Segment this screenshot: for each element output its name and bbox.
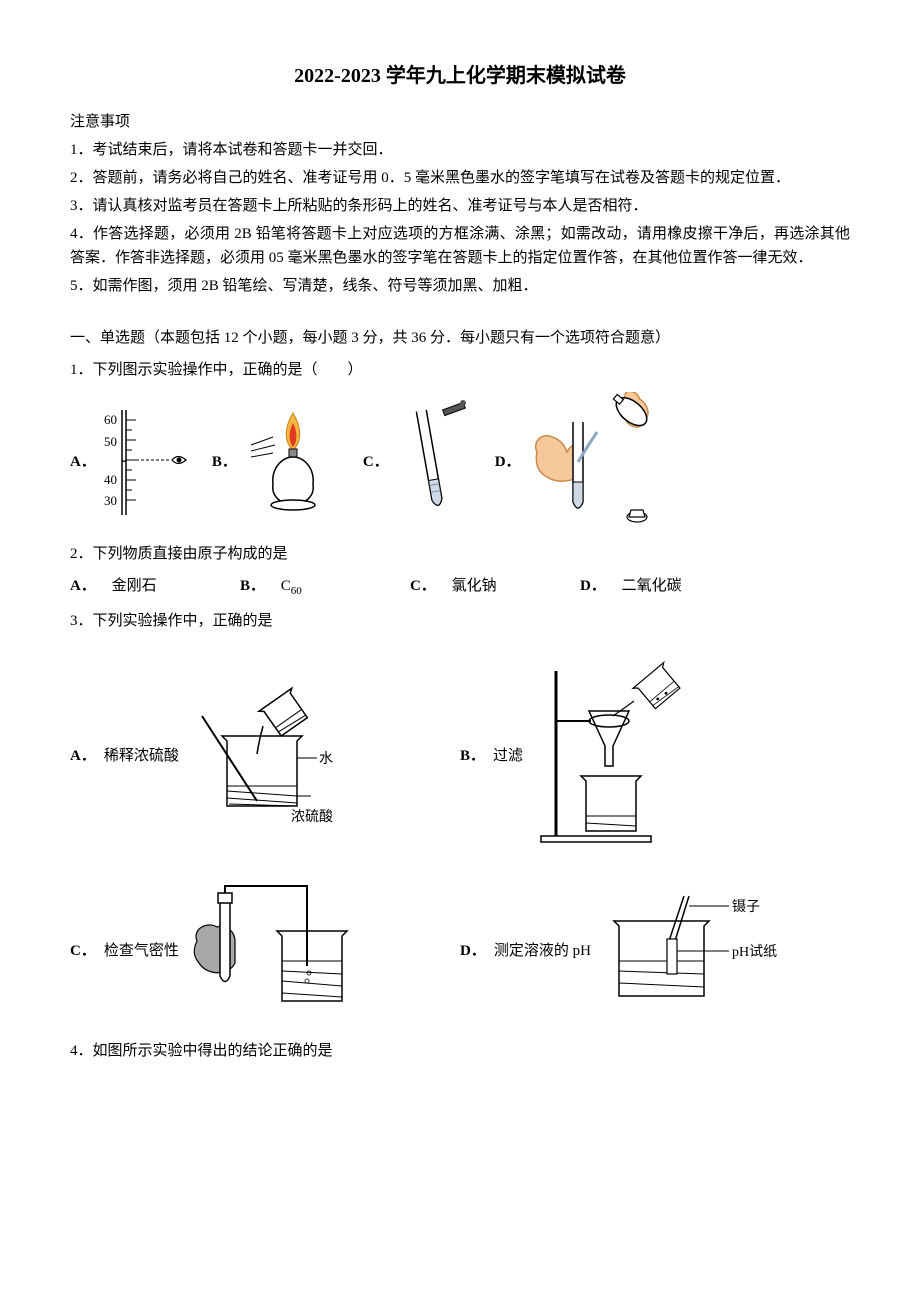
q1-option-b: B． (212, 405, 343, 520)
scale-60: 60 (104, 412, 117, 427)
q3-option-c: C． 检查气密性 (70, 881, 460, 1021)
instruction-4: 4．作答选择题，必须用 2B 铅笔将答题卡上对应选项的方框涂满、涂黑；如需改动，… (70, 222, 850, 270)
q3-opt-d-text: 测定溶液的 pH (494, 939, 591, 963)
q2-opt-a-label: A． (70, 578, 96, 594)
q1-option-d: D． (495, 392, 667, 532)
q3-diagram-b (531, 661, 701, 851)
q3-stem: 3．下列实验操作中，正确的是 (70, 609, 850, 633)
q3-opt-d-label: D． (460, 939, 486, 963)
q3-opt-b-text: 过滤 (493, 744, 523, 768)
q2-option-b: B． C60 (240, 574, 410, 601)
q2-opt-b-text: C60 (281, 578, 302, 594)
q1-option-c: C． (363, 400, 475, 525)
q3-diagram-d: 镊子 pH试纸 (599, 891, 809, 1011)
q2-opt-a-text: 金刚石 (112, 578, 157, 594)
q3-opt-b-label: B． (460, 744, 485, 768)
q1-opt-c-label: C． (363, 450, 389, 474)
page-title: 2022-2023 学年九上化学期末模拟试卷 (70, 60, 850, 92)
q1-option-a: A． 60 50 40 (70, 405, 192, 520)
q2-option-c: C． 氯化钠 (410, 574, 580, 601)
q1-opt-d-label: D． (495, 450, 521, 474)
scale-40: 40 (104, 472, 117, 487)
q3-option-b: B． 过滤 (460, 661, 850, 851)
q1-opt-a-label: A． (70, 450, 96, 474)
q2-option-a: A． 金刚石 (70, 574, 240, 601)
q3-diagram-a: 水 浓硫酸 (187, 686, 357, 826)
instruction-5: 5．如需作图，须用 2B 铅笔绘、写清楚，线条、符号等须加黑、加粗． (70, 274, 850, 298)
q1-stem: 1．下列图示实验操作中，正确的是（ ） (70, 358, 850, 382)
q3d-label-tweezers: 镊子 (732, 899, 760, 915)
q2-opt-c-text: 氯化钠 (452, 578, 497, 594)
q1-diagram-a: 60 50 40 30 (102, 405, 192, 520)
q2-stem: 2．下列物质直接由原子构成的是 (70, 542, 850, 566)
q3-opt-a-text: 稀释浓硫酸 (104, 744, 179, 768)
q2-opt-d-text: 二氧化碳 (622, 578, 682, 594)
q3d-label-paper: pH试纸 (732, 944, 777, 960)
part1-title: 一、单选题（本题包括 12 个小题，每小题 3 分，共 36 分．每小题只有一个… (70, 326, 850, 350)
q1-diagram-c (395, 400, 475, 525)
q1-opt-b-label: B． (212, 450, 237, 474)
q2-option-d: D． 二氧化碳 (580, 574, 750, 601)
q3-opt-a-label: A． (70, 744, 96, 768)
q3-opt-c-label: C． (70, 939, 96, 963)
q3a-label-water: 水 (319, 751, 333, 767)
q2-opt-c-label: C． (410, 578, 436, 594)
q1-diagram-d (527, 392, 667, 532)
q1-diagram-b (243, 405, 343, 520)
instruction-1: 1．考试结束后，请将本试卷和答题卡一并交回． (70, 138, 850, 162)
notice-head: 注意事项 (70, 110, 850, 134)
q1-options-row: A． 60 50 40 (70, 392, 850, 532)
q3-opt-c-text: 检查气密性 (104, 939, 179, 963)
q3-diagram-c (187, 881, 377, 1021)
instruction-2: 2．答题前，请务必将自己的姓名、准考证号用 0．5 毫米黑色墨水的签字笔填写在试… (70, 166, 850, 190)
scale-30: 30 (104, 493, 117, 508)
q3-option-d: D． 测定溶液的 pH 镊子 pH试纸 (460, 881, 850, 1021)
q2-opt-d-label: D． (580, 578, 606, 594)
q3-option-a: A． 稀释浓硫酸 (70, 661, 460, 851)
q4-stem: 4．如图所示实验中得出的结论正确的是 (70, 1039, 850, 1063)
q2-options-row: A． 金刚石 B． C60 C． 氯化钠 D． 二氧化碳 (70, 574, 850, 601)
q3-options-grid: A． 稀释浓硫酸 (70, 641, 850, 1031)
q2-opt-b-label: B． (240, 578, 265, 594)
instruction-3: 3．请认真核对监考员在答题卡上所粘贴的条形码上的姓名、准考证号与本人是否相符． (70, 194, 850, 218)
q3a-label-acid: 浓硫酸 (291, 809, 333, 825)
scale-50: 50 (104, 434, 117, 449)
